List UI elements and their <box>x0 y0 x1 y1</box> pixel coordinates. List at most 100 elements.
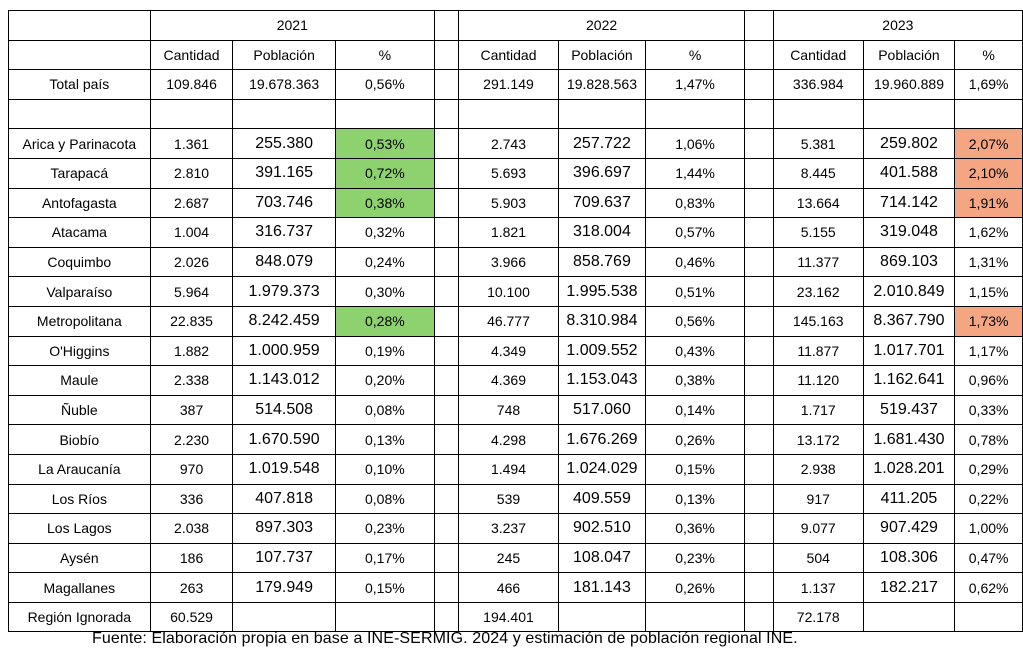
region-name: Biobío <box>8 424 151 455</box>
percent-cell: 0,47% <box>954 542 1023 574</box>
table-row: Valparaíso 5.964 1.979.373 0,30% 10.100 1.995… <box>8 276 1023 307</box>
percent-cell: 1,44% <box>644 157 746 189</box>
count-cell: 748 <box>458 394 559 426</box>
population-cell: 396.697 <box>557 157 646 189</box>
table-row: O'Higgins 1.882 1.000.959 0,19% 4.349 1.009.5… <box>8 335 1023 367</box>
count-cell: 1.494 <box>458 453 559 485</box>
gap-cell <box>433 276 460 307</box>
column-header: % <box>644 39 746 71</box>
count-cell: 46.777 <box>458 305 559 337</box>
table-cell: 109.846 <box>149 69 234 100</box>
percent-cell: 0,08% <box>334 394 435 426</box>
population-cell: 8.242.459 <box>232 305 336 337</box>
table-cell: 19.960.889 <box>862 69 956 100</box>
region-name: Los Ríos <box>8 483 151 515</box>
population-cell: 1.009.552 <box>557 335 646 367</box>
population-cell: 401.588 <box>862 157 956 189</box>
population-cell: 703.746 <box>232 187 336 219</box>
count-cell: 13.664 <box>772 187 864 219</box>
population-cell: 391.165 <box>232 157 336 189</box>
percent-cell: 0,20% <box>334 365 435 396</box>
count-cell: 4.298 <box>458 424 559 455</box>
count-cell: 1.361 <box>149 128 234 159</box>
population-cell: 1.995.538 <box>557 276 646 307</box>
population-cell: 259.802 <box>862 128 956 159</box>
count-cell: 970 <box>149 453 234 485</box>
percent-cell: 0,13% <box>644 483 746 515</box>
count-cell: 2.338 <box>149 365 234 396</box>
percent-cell: 0,23% <box>334 513 435 544</box>
count-cell: 5.964 <box>149 276 234 307</box>
count-cell: 23.162 <box>772 276 864 307</box>
gap-cell <box>433 187 460 219</box>
region-name: O'Higgins <box>8 335 151 367</box>
count-cell: 263 <box>149 572 234 603</box>
count-cell: 5.381 <box>772 128 864 159</box>
table-row: Arica y Parinacota 1.361 255.380 0,53% 2.743… <box>8 128 1023 159</box>
count-cell: 2.230 <box>149 424 234 455</box>
count-cell: 145.163 <box>772 305 864 337</box>
gap-cell <box>433 305 460 337</box>
region-name: La Araucanía <box>8 453 151 485</box>
gap-cell <box>744 542 774 574</box>
percent-cell: 0,13% <box>334 424 435 455</box>
gap-cell <box>433 513 460 544</box>
percent-cell: 1,91% <box>954 187 1023 219</box>
population-cell: 257.722 <box>557 128 646 159</box>
population-cell: 902.510 <box>557 513 646 544</box>
corner-cell <box>8 10 151 41</box>
population-cell: 519.437 <box>862 394 956 426</box>
gap-cell <box>433 483 460 515</box>
percent-cell: 0,24% <box>334 246 435 278</box>
gap-cell <box>744 246 774 278</box>
population-cell: 255.380 <box>232 128 336 159</box>
count-cell: 245 <box>458 542 559 574</box>
population-cell: 411.205 <box>862 483 956 515</box>
empty-cell <box>232 98 336 130</box>
count-cell: 917 <box>772 483 864 515</box>
corner-cell <box>8 39 151 71</box>
empty-cell <box>954 601 1023 633</box>
percent-cell: 0,08% <box>334 483 435 515</box>
gap-cell <box>744 394 774 426</box>
empty-cell <box>644 98 746 130</box>
population-cell: 407.818 <box>232 483 336 515</box>
count-cell: 22.835 <box>149 305 234 337</box>
table-cell: 1,47% <box>644 69 746 100</box>
count-cell: 539 <box>458 483 559 515</box>
count-cell: 13.172 <box>772 424 864 455</box>
percent-cell: 0,33% <box>954 394 1023 426</box>
count-cell: 387 <box>149 394 234 426</box>
empty-cell <box>458 98 559 130</box>
gap-cell <box>433 453 460 485</box>
count-cell: 2.743 <box>458 128 559 159</box>
population-cell: 897.303 <box>232 513 336 544</box>
region-name: Valparaíso <box>8 276 151 307</box>
region-name: Ñuble <box>8 394 151 426</box>
gap-cell <box>744 483 774 515</box>
population-cell: 907.429 <box>862 513 956 544</box>
population-cell: 318.004 <box>557 217 646 248</box>
count-cell: 186 <box>149 542 234 574</box>
percent-cell: 0,43% <box>644 335 746 367</box>
percent-cell: 0,14% <box>644 394 746 426</box>
gap-cell <box>433 10 460 41</box>
population-cell: 182.217 <box>862 572 956 603</box>
gap-cell <box>744 187 774 219</box>
column-header: Cantidad <box>149 39 234 71</box>
count-cell: 5.903 <box>458 187 559 219</box>
gap-cell <box>744 601 774 633</box>
population-cell: 8.367.790 <box>862 305 956 337</box>
percent-cell: 0,10% <box>334 453 435 485</box>
empty-cell <box>232 601 336 633</box>
region-name: Antofagasta <box>8 187 151 219</box>
count-cell: 2.038 <box>149 513 234 544</box>
percent-cell: 0,62% <box>954 572 1023 603</box>
gap-cell <box>744 128 774 159</box>
count-cell: 2.687 <box>149 187 234 219</box>
population-cell: 1.153.043 <box>557 365 646 396</box>
table-cell: 1,69% <box>954 69 1023 100</box>
row-label: Total país <box>8 69 151 100</box>
empty-cell <box>149 98 234 130</box>
percent-cell: 0,38% <box>334 187 435 219</box>
